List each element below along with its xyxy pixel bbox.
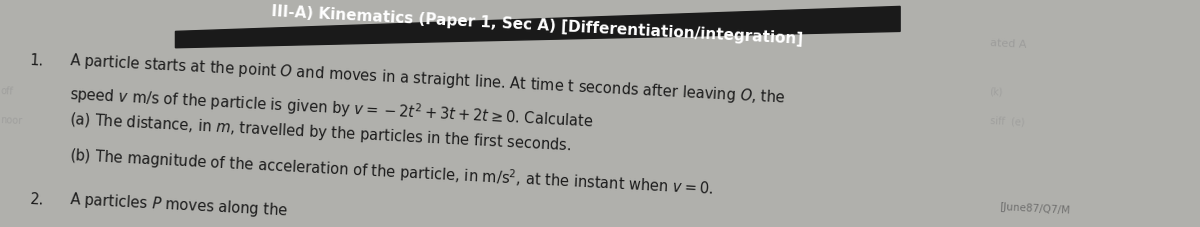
Text: ated A: ated A (990, 38, 1026, 50)
Text: A particle starts at the point $O$ and moves in a straight line. At time t secon: A particle starts at the point $O$ and m… (70, 51, 787, 107)
Text: (a) The distance, in $m$, travelled by the particles in the first seconds.: (a) The distance, in $m$, travelled by t… (70, 110, 572, 155)
Text: 2.: 2. (30, 192, 44, 208)
Text: noor: noor (0, 115, 23, 126)
Text: (b) The magnitude of the acceleration of the particle, in m/s$^2$, at the instan: (b) The magnitude of the acceleration of… (70, 144, 714, 199)
Text: [June87/Q7/M: [June87/Q7/M (1000, 202, 1070, 215)
Text: III-A) Kinematics (Paper 1, Sec A) [Differentiation/integration]: III-A) Kinematics (Paper 1, Sec A) [Diff… (271, 4, 804, 47)
Text: siff  (e): siff (e) (990, 115, 1025, 127)
Text: A particles $P$ moves along the: A particles $P$ moves along the (70, 190, 289, 220)
Text: (k): (k) (990, 86, 1003, 97)
Polygon shape (175, 6, 900, 48)
Text: off: off (0, 86, 13, 97)
Text: speed $v$ m/s of the particle is given by $v = -2t^2 + 3t + 2t \geq 0$. Calculat: speed $v$ m/s of the particle is given b… (70, 83, 594, 132)
Text: 1.: 1. (30, 53, 44, 68)
